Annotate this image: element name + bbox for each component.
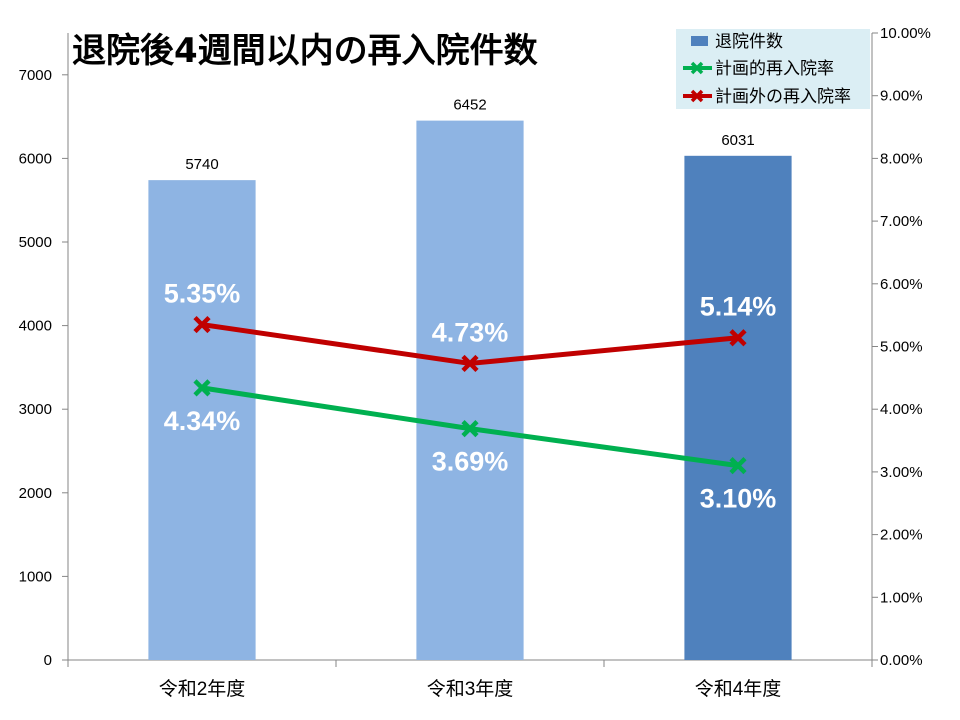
bar-discharge-count-3 bbox=[684, 155, 792, 660]
marker-stroke bbox=[461, 420, 479, 438]
y-left-tick-label: 3000 bbox=[19, 401, 52, 418]
data-label-unplanned-readmission-rate: 5.35% bbox=[164, 279, 241, 309]
y-right-tick-label: 10.00% bbox=[880, 25, 931, 42]
y-left-tick-label: 4000 bbox=[19, 318, 52, 335]
bar-discharge-count-2 bbox=[416, 120, 524, 661]
data-label-planned-readmission-rate: 3.69% bbox=[432, 447, 509, 477]
y-right-tick-label: 5.00% bbox=[880, 339, 923, 356]
y-left-tick-label: 1000 bbox=[19, 568, 52, 585]
y-left-tick-label: 0 bbox=[44, 652, 52, 669]
y-left-tick-label: 2000 bbox=[19, 485, 52, 502]
legend-item-planned-readmission-rate: 計画的再入院率 bbox=[683, 59, 834, 78]
point-marker-planned-readmission-rate bbox=[461, 420, 479, 438]
legend-label: 計画的再入院率 bbox=[715, 59, 834, 78]
x-category-label: 令和4年度 bbox=[695, 678, 782, 700]
bar-series bbox=[148, 120, 792, 661]
y-left-tick-label: 7000 bbox=[19, 67, 52, 84]
y-left-tick-label: 5000 bbox=[19, 234, 52, 251]
marker-stroke bbox=[193, 315, 211, 334]
y-right-tick-label: 8.00% bbox=[880, 150, 923, 167]
bar-value-label: 6452 bbox=[453, 97, 486, 114]
marker-stroke bbox=[461, 354, 479, 373]
y-right-tick-label: 0.00% bbox=[880, 652, 923, 669]
bar-value-label: 5740 bbox=[185, 156, 218, 173]
point-marker-planned-readmission-rate bbox=[193, 379, 211, 397]
legend-label: 計画外の再入院率 bbox=[715, 87, 851, 106]
marker-stroke bbox=[729, 329, 747, 347]
y-right-tick-label: 1.00% bbox=[880, 589, 923, 606]
legend-item-discharge-count: 退院件数 bbox=[691, 32, 783, 51]
data-label-unplanned-readmission-rate: 5.14% bbox=[700, 292, 777, 322]
y-right-tick-label: 9.00% bbox=[880, 88, 923, 105]
legend-swatch-bar bbox=[691, 36, 708, 46]
marker-stroke bbox=[690, 61, 704, 75]
data-label-planned-readmission-rate: 3.10% bbox=[700, 484, 777, 514]
bar-discharge-count-1 bbox=[148, 180, 256, 661]
point-marker-planned-readmission-rate bbox=[729, 457, 747, 475]
y-left-tick-label: 6000 bbox=[19, 150, 52, 167]
data-label-unplanned-readmission-rate: 4.73% bbox=[432, 317, 509, 347]
legend-item-unplanned-readmission-rate: 計画外の再入院率 bbox=[683, 87, 851, 106]
data-labels: 5740 6452 6031 4.34% 3.69% 3.10% 5.35% 4.73% 5.1… bbox=[164, 97, 777, 514]
legend-label: 退院件数 bbox=[715, 32, 783, 51]
legend-marker-icon bbox=[690, 61, 704, 75]
line-series bbox=[193, 315, 747, 475]
y-right-tick-label: 7.00% bbox=[880, 213, 923, 230]
y-right-tick-label: 4.00% bbox=[880, 401, 923, 418]
point-marker-unplanned-readmission-rate bbox=[461, 354, 479, 373]
marker-stroke bbox=[690, 89, 704, 103]
x-category-label: 令和2年度 bbox=[159, 678, 246, 700]
marker-stroke bbox=[729, 457, 747, 475]
x-category-label: 令和3年度 bbox=[427, 678, 514, 700]
y-right-tick-label: 6.00% bbox=[880, 276, 923, 293]
chart-title: 退院後4週間以内の再入院件数 bbox=[72, 31, 538, 71]
y-right-tick-label: 3.00% bbox=[880, 464, 923, 481]
point-marker-unplanned-readmission-rate bbox=[729, 329, 747, 347]
marker-stroke bbox=[193, 379, 211, 397]
data-label-planned-readmission-rate: 4.34% bbox=[164, 406, 241, 436]
point-marker-unplanned-readmission-rate bbox=[193, 315, 211, 334]
y-right-tick-label: 2.00% bbox=[880, 527, 923, 544]
bar-value-label: 6031 bbox=[721, 132, 754, 149]
legend-marker-icon bbox=[690, 89, 704, 103]
